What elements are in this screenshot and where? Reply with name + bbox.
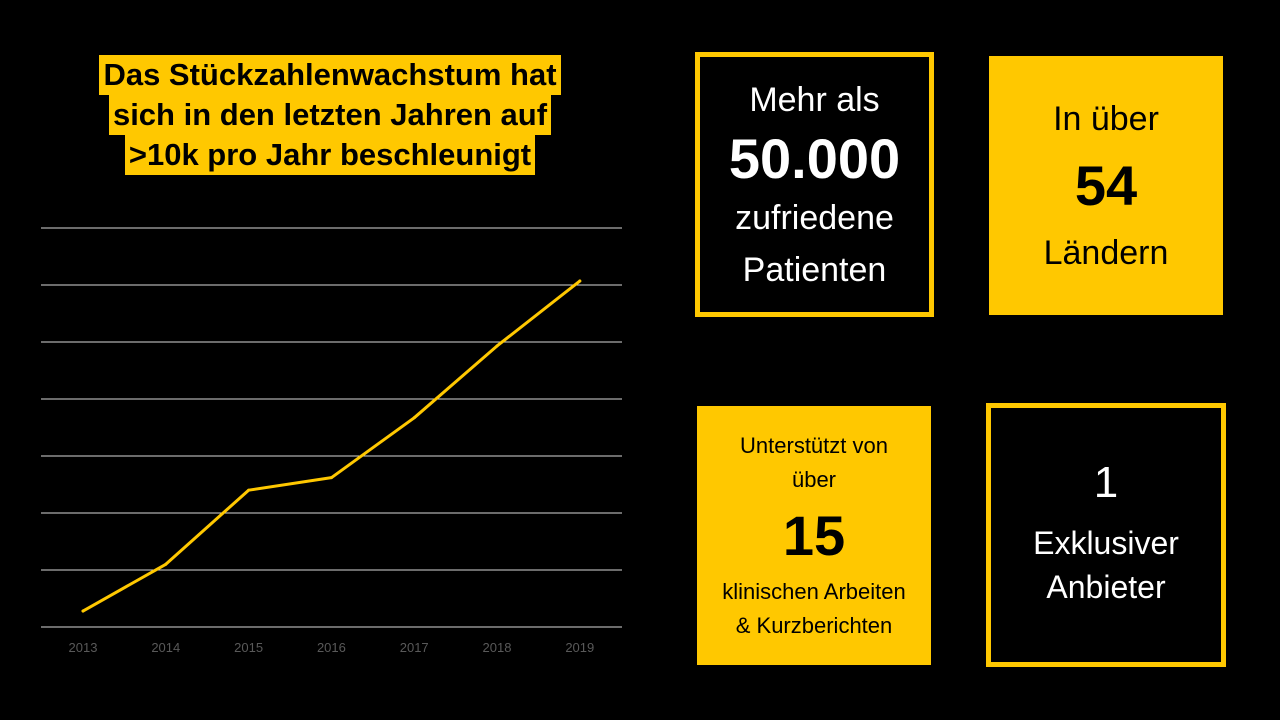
x-tick-label: 2018 bbox=[483, 640, 512, 655]
countries-suffix: Ländern bbox=[1043, 233, 1169, 272]
x-tick-label: 2017 bbox=[400, 640, 429, 655]
countries-prefix: In über bbox=[1053, 99, 1159, 138]
x-tick-label: 2019 bbox=[565, 640, 594, 655]
data-point bbox=[164, 562, 168, 566]
title-line-1: Das Stückzahlenwachstum hat bbox=[99, 55, 561, 95]
growth-line-chart: 2013 2014 2015 2016 2017 2018 2019 bbox=[41, 227, 622, 655]
studies-prefix-2: über bbox=[791, 466, 837, 492]
data-point bbox=[247, 488, 251, 492]
data-point bbox=[81, 609, 85, 613]
data-point bbox=[578, 279, 582, 283]
series-line bbox=[81, 279, 582, 613]
studies-suffix-2: & Kurzberichten bbox=[735, 612, 893, 638]
countries-number: 54 bbox=[1074, 153, 1138, 217]
x-tick-label: 2013 bbox=[69, 640, 98, 655]
studies-number: 15 bbox=[782, 503, 846, 567]
countries-stat-card: In über 54 Ländern bbox=[989, 56, 1223, 315]
patients-suffix-1: zufriedene bbox=[735, 198, 894, 237]
studies-prefix-1: Unterstützt von bbox=[740, 432, 888, 458]
x-tick-label: 2016 bbox=[317, 640, 346, 655]
x-tick-label: 2015 bbox=[234, 640, 263, 655]
patients-stat-card: Mehr als 50.000 zufriedene Patienten bbox=[695, 52, 934, 317]
patients-suffix-2: Patienten bbox=[742, 250, 887, 289]
supplier-suffix-2: Anbieter bbox=[1046, 569, 1166, 605]
patients-prefix: Mehr als bbox=[749, 80, 880, 119]
data-point bbox=[412, 416, 416, 420]
data-point bbox=[329, 476, 333, 480]
studies-suffix-1: klinischen Arbeiten bbox=[722, 578, 906, 604]
title-line-3: >10k pro Jahr beschleunigt bbox=[124, 135, 536, 175]
title-line-2: sich in den letzten Jahren auf bbox=[108, 95, 552, 135]
data-point bbox=[495, 344, 499, 348]
chart-title: Das Stückzahlenwachstum hat sich in den … bbox=[40, 55, 620, 175]
patients-number: 50.000 bbox=[728, 126, 901, 190]
x-tick-label: 2014 bbox=[151, 640, 180, 655]
studies-stat-card: Unterstützt von über 15 klinischen Arbei… bbox=[697, 406, 931, 665]
supplier-number: 1 bbox=[1093, 458, 1119, 507]
supplier-suffix-1: Exklusiver bbox=[1033, 525, 1179, 561]
supplier-stat-card: 1 Exklusiver Anbieter bbox=[986, 403, 1226, 667]
